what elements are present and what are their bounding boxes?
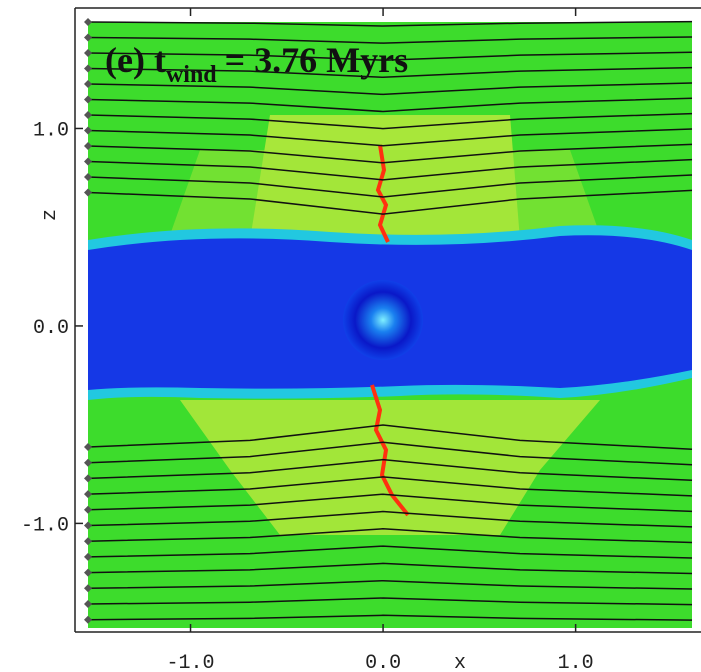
x-axis-label: x (454, 652, 466, 672)
field-line-marker (84, 521, 92, 530)
field-line (87, 20, 693, 27)
central-source (343, 280, 423, 360)
outflow-region (180, 400, 600, 535)
field-line-marker (84, 188, 92, 197)
field-line-marker (84, 49, 92, 57)
field-line-marker (84, 615, 92, 624)
field-line (87, 82, 693, 96)
field-line (87, 424, 693, 450)
field-line (87, 189, 693, 215)
field-line-marker (84, 111, 92, 119)
field-line-marker (84, 18, 92, 26)
y-tick-label: -1.0 (21, 514, 69, 537)
field-line (87, 562, 693, 575)
field-line (87, 158, 693, 181)
x-tick-label: 1.0 (558, 652, 594, 672)
field-line-marker (84, 584, 92, 593)
field-line-marker (84, 458, 92, 467)
field-lines (84, 18, 693, 624)
field-line-marker (84, 474, 92, 483)
field-line-marker (84, 33, 92, 42)
field-line-marker (84, 505, 92, 514)
field-line-marker (84, 157, 92, 166)
field-line-marker (84, 568, 92, 577)
field-line (87, 545, 693, 559)
field-line-marker (84, 142, 92, 150)
y-tick-label: 1.0 (33, 119, 69, 142)
field-line (87, 510, 693, 528)
outflow-region (170, 150, 600, 235)
chart-title: (e) twind = 3.76 Myrs (105, 40, 408, 88)
field-line-marker (84, 173, 92, 181)
x-tick-label: 0.0 (365, 652, 401, 672)
field-line (87, 51, 693, 61)
field-line-marker (84, 490, 92, 499)
field-line (87, 174, 693, 198)
field-line (87, 579, 693, 590)
field-line-marker (84, 64, 92, 73)
field-line-marker (84, 95, 92, 104)
field-line (87, 97, 693, 113)
field-line (87, 112, 693, 130)
field-line (87, 128, 693, 147)
field-line-marker (84, 80, 92, 88)
field-line-marker (84, 537, 92, 546)
y-axis-label: z (39, 209, 62, 221)
field-line (87, 458, 693, 482)
field-line (87, 143, 693, 164)
field-line (87, 476, 693, 497)
field-line-marker (84, 126, 92, 135)
y-tick-label: 0.0 (33, 317, 69, 340)
field-line-marker (84, 443, 92, 451)
field-line (87, 493, 693, 513)
simulation-field (84, 18, 693, 628)
field-line (87, 66, 693, 79)
field-line (87, 614, 693, 621)
field-line (87, 36, 693, 44)
field-line (87, 441, 693, 466)
x-tick-label: -1.0 (167, 652, 215, 672)
field-line-marker (84, 600, 92, 608)
field-line (87, 528, 693, 544)
field-line (87, 597, 693, 606)
field-line-marker (84, 552, 92, 561)
